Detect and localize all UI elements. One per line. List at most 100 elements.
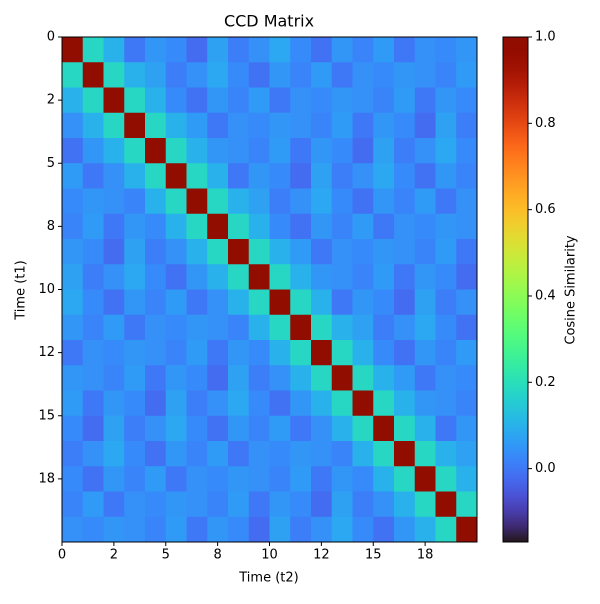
heatmap-cell [435, 415, 457, 442]
heatmap-cell [207, 441, 229, 467]
heatmap-cell [103, 314, 125, 341]
colorbar-tick-label: 0.2 [535, 375, 556, 390]
heatmap-cell [62, 466, 84, 492]
heatmap-cell [165, 390, 187, 417]
heatmap-cell [103, 365, 125, 391]
heatmap-cell [62, 340, 84, 366]
heatmap-cell [352, 62, 374, 88]
heatmap-cell [435, 138, 457, 164]
heatmap-cell [165, 441, 187, 467]
heatmap-cell [228, 415, 250, 442]
heatmap-cell [435, 289, 457, 316]
heatmap-cell [414, 163, 436, 189]
heatmap-cell [290, 163, 312, 189]
heatmap-cell [248, 365, 270, 391]
heatmap-cell [103, 239, 125, 265]
heatmap-cell [82, 491, 104, 518]
heatmap-cell [186, 466, 208, 492]
heatmap-cell [394, 264, 416, 290]
heatmap-cell [82, 340, 104, 366]
heatmap-cell [352, 491, 374, 518]
heatmap-cell [352, 415, 374, 442]
heatmap-cell [145, 415, 167, 442]
heatmap-cell [165, 491, 187, 518]
heatmap-cell [352, 466, 374, 492]
heatmap-cell [352, 112, 374, 139]
y-tick-label: 15 [38, 408, 55, 423]
heatmap-cell [228, 466, 250, 492]
heatmap-cell [103, 441, 125, 467]
heatmap-cell [165, 289, 187, 316]
heatmap-cell [269, 441, 291, 467]
heatmap-cell [331, 264, 353, 290]
heatmap-cell [228, 390, 250, 417]
heatmap-cell [435, 264, 457, 290]
heatmap-cell [331, 466, 353, 492]
heatmap-cell [186, 289, 208, 316]
heatmap-cell [145, 37, 167, 63]
heatmap-cell [103, 491, 125, 518]
heatmap-cell [248, 62, 270, 88]
heatmap-cell [124, 314, 146, 341]
heatmap-cell [228, 491, 250, 518]
heatmap-cell [435, 188, 457, 215]
heatmap-cell [124, 62, 146, 88]
x-tick-label: 5 [162, 548, 170, 563]
heatmap-cell [435, 340, 457, 366]
heatmap-cell [82, 390, 104, 417]
heatmap-cell [165, 365, 187, 391]
heatmap-cell [414, 491, 436, 518]
heatmap-cell [373, 365, 395, 391]
heatmap-cell [207, 466, 229, 492]
heatmap-cell [145, 239, 167, 265]
heatmap-cell [269, 516, 291, 543]
heatmap-cell [62, 87, 84, 114]
y-tick-label: 12 [38, 345, 55, 360]
heatmap-cell [394, 466, 416, 492]
x-tick-label: 0 [58, 548, 66, 563]
heatmap-cell [373, 112, 395, 139]
heatmap-cell [269, 37, 291, 63]
heatmap-cell [373, 188, 395, 215]
colorbar-tick-label: 0.8 [535, 116, 556, 131]
heatmap-cell [290, 87, 312, 114]
colorbar [502, 36, 529, 543]
heatmap-cell [435, 112, 457, 139]
heatmap-cell [373, 163, 395, 189]
heatmap-cell [186, 516, 208, 543]
heatmap-cell [394, 516, 416, 543]
heatmap-cell [165, 62, 187, 88]
heatmap-cell [186, 415, 208, 442]
heatmap-cell [248, 264, 270, 290]
heatmap-cell [207, 314, 229, 341]
heatmap-cell [435, 491, 457, 518]
heatmap-cell [331, 365, 353, 391]
heatmap-cell [165, 87, 187, 114]
heatmap-cell [394, 138, 416, 164]
heatmap-cell [269, 213, 291, 240]
heatmap-cell [124, 340, 146, 366]
x-tick-label: 12 [313, 548, 330, 563]
heatmap-cell [269, 365, 291, 391]
heatmap-cell [456, 87, 478, 114]
heatmap-cell [186, 188, 208, 215]
heatmap-cell [228, 264, 250, 290]
heatmap-cell [435, 163, 457, 189]
heatmap-cell [331, 112, 353, 139]
heatmap-cell [311, 87, 333, 114]
heatmap-cell [145, 289, 167, 316]
heatmap-cell [124, 415, 146, 442]
heatmap-cell [456, 62, 478, 88]
heatmap-cell [82, 213, 104, 240]
heatmap-cell [394, 163, 416, 189]
heatmap-cell [62, 239, 84, 265]
heatmap-cell [145, 390, 167, 417]
heatmap-cell [269, 112, 291, 139]
heatmap-cell [82, 239, 104, 265]
heatmap-cell [456, 516, 478, 543]
heatmap-cell [352, 37, 374, 63]
heatmap-cell [456, 264, 478, 290]
heatmap-cell [62, 314, 84, 341]
heatmap-cell [311, 163, 333, 189]
